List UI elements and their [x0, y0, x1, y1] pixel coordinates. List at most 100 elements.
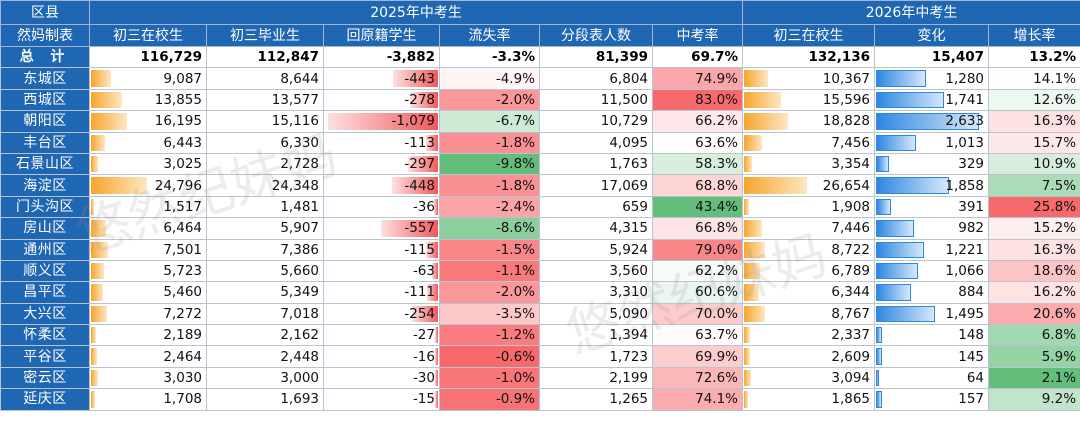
- table-row: 西城区 13,855 13,577 -278 -2.0% 11,500 83.0% 15,59…: [0, 88, 1080, 112]
- data-bar: [91, 91, 123, 109]
- segment-count-cell: 17,069: [539, 174, 653, 197]
- data-bar: [876, 91, 945, 109]
- total-cell: 112,847: [206, 45, 324, 69]
- data-bar: [91, 134, 106, 151]
- data-bar: [744, 284, 759, 301]
- enrolled-2026-cell: 2,609: [742, 345, 876, 368]
- col-header: 分段表人数: [539, 24, 653, 47]
- loss-rate-cell: -2.4%: [439, 195, 540, 219]
- data-bar: [381, 220, 438, 237]
- graduates-2025-cell: 3,000: [206, 366, 324, 390]
- enrolled-2026-cell: 18,828: [742, 110, 876, 133]
- exam-rate-cell: 74.9%: [651, 67, 744, 90]
- data-bar: [744, 91, 781, 109]
- data-bar: [91, 70, 112, 87]
- loss-rate-cell: -1.8%: [439, 131, 540, 154]
- loss-rate-cell: -6.7%: [439, 110, 540, 133]
- table-row: 石景山区 3,025 2,728 -297 -9.8% 1,763 58.3% 3,354 32…: [0, 152, 1080, 176]
- district-name: 丰台区: [0, 131, 90, 154]
- data-bar: [392, 177, 438, 194]
- district-name: 石景山区: [0, 152, 90, 176]
- return-origin-cell: -36: [323, 195, 440, 219]
- data-bar: [91, 241, 108, 258]
- table-row: 顺义区 5,723 5,660 -63 -1.1% 3,560 62.2% 6,789 1,06…: [0, 259, 1080, 283]
- table-row: 海淀区 24,796 24,348 -448 -1.8% 17,069 68.8% 26,65…: [0, 174, 1080, 197]
- total-row: 总 计 116,729 112,847 -3,882 -3.3% 81,399 …: [0, 45, 1080, 69]
- data-bar: [744, 134, 762, 151]
- table-row: 门头沟区 1,517 1,481 -36 -2.4% 659 43.4% 1,908 391 25…: [0, 195, 1080, 219]
- enrolled-2025-cell: 1,708: [89, 388, 207, 411]
- enrolled-2025-cell: 5,460: [89, 281, 207, 304]
- growth-rate-cell: 16.3%: [988, 238, 1080, 261]
- growth-rate-cell: 15.2%: [988, 217, 1080, 240]
- segment-count-cell: 3,310: [539, 281, 653, 304]
- loss-rate-cell: -4.9%: [439, 67, 540, 90]
- exam-rate-cell: 68.8%: [651, 174, 744, 197]
- graduates-2025-cell: 1,693: [206, 388, 324, 411]
- data-bar: [744, 70, 769, 87]
- loss-rate-cell: -1.5%: [439, 238, 540, 261]
- data-bar: [744, 391, 749, 408]
- enrolled-2026-cell: 6,344: [742, 281, 876, 304]
- data-bar: [744, 155, 752, 173]
- change-cell: 982: [874, 217, 990, 240]
- col-header: 初三在校生: [89, 24, 207, 47]
- enrolled-2026-cell: 26,654: [742, 174, 876, 197]
- change-cell: 1,280: [874, 67, 990, 90]
- exam-rate-cell: 66.8%: [651, 217, 744, 240]
- growth-rate-cell: 2.1%: [988, 366, 1080, 390]
- graduates-2025-cell: 5,660: [206, 259, 324, 283]
- corner-bottom: 然妈制表: [0, 24, 90, 47]
- change-cell: 329: [874, 152, 990, 176]
- data-bar: [876, 305, 935, 323]
- loss-rate-cell: -2.0%: [439, 88, 540, 112]
- data-bar: [412, 305, 438, 323]
- data-bar: [744, 369, 752, 387]
- total-cell: 116,729: [89, 45, 207, 69]
- col-header: 流失率: [439, 24, 540, 47]
- table-row: 平谷区 2,464 2,448 -16 -0.6% 1,723 69.9% 2,609 145 5…: [0, 345, 1080, 368]
- change-cell: 1,858: [874, 174, 990, 197]
- exam-rate-cell: 66.2%: [651, 110, 744, 133]
- segment-count-cell: 5,090: [539, 302, 653, 326]
- graduates-2025-cell: 24,348: [206, 174, 324, 197]
- exam-rate-cell: 63.7%: [651, 324, 744, 347]
- data-bar: [91, 284, 104, 301]
- data-bar: [91, 305, 108, 323]
- return-origin-cell: -63: [323, 259, 440, 283]
- data-bar: [91, 369, 98, 387]
- data-bar: [434, 369, 438, 387]
- table-row: 东城区 9,087 8,644 -443 -4.9% 6,804 74.9% 10,367 1,…: [0, 67, 1080, 90]
- growth-rate-cell: 14.1%: [988, 67, 1080, 90]
- data-bar: [744, 177, 807, 194]
- graduates-2025-cell: 2,728: [206, 152, 324, 176]
- change-cell: 1,221: [874, 238, 990, 261]
- col-header: 中考率: [651, 24, 744, 47]
- table-row: 房山区 6,464 5,907 -557 -8.6% 4,315 66.8% 7,446 982…: [0, 217, 1080, 240]
- district-name: 海淀区: [0, 174, 90, 197]
- data-bar: [876, 327, 882, 344]
- change-cell: 1,741: [874, 88, 990, 112]
- enrolled-2025-cell: 3,030: [89, 366, 207, 390]
- col-header: 变化: [874, 24, 990, 47]
- exam-rate-cell: 58.3%: [651, 152, 744, 176]
- district-name: 昌平区: [0, 281, 90, 304]
- data-bar: [327, 113, 438, 130]
- growth-rate-cell: 18.6%: [988, 259, 1080, 283]
- corner-top: 区县: [0, 0, 90, 25]
- data-bar: [744, 241, 765, 258]
- data-bar: [744, 198, 749, 216]
- data-bar: [407, 155, 438, 173]
- enrolled-2025-cell: 3,025: [89, 152, 207, 176]
- district-name: 大兴区: [0, 302, 90, 326]
- return-origin-cell: -30: [323, 366, 440, 390]
- growth-rate-cell: 6.8%: [988, 324, 1080, 347]
- data-bar: [744, 262, 761, 280]
- segment-count-cell: 4,095: [539, 131, 653, 154]
- total-cell: -3,882: [323, 45, 440, 69]
- exam-rate-cell: 70.0%: [651, 302, 744, 326]
- enrolled-2026-cell: 3,094: [742, 366, 876, 390]
- exam-rate-cell: 43.4%: [651, 195, 744, 219]
- data-bar: [434, 391, 438, 408]
- change-cell: 1,013: [874, 131, 990, 154]
